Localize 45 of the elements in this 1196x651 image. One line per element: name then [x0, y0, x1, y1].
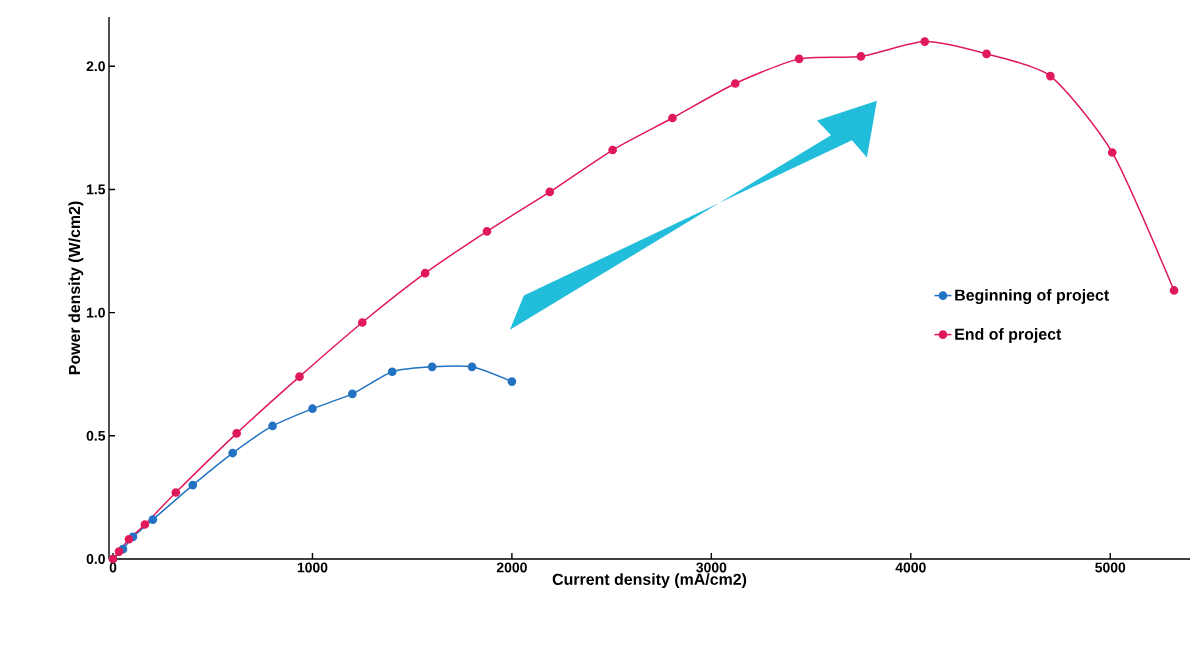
point	[357, 318, 367, 327]
point	[730, 79, 740, 88]
legend-label: End of project	[955, 328, 1062, 343]
point	[482, 226, 492, 236]
point	[124, 534, 134, 544]
y-tick-label: 1.0	[86, 307, 105, 318]
point	[228, 448, 237, 458]
point	[188, 480, 198, 490]
point	[608, 145, 617, 155]
y-tick-label: 1.5	[86, 184, 106, 195]
x-tick-label: 3000	[696, 562, 727, 573]
point	[140, 520, 150, 529]
y-tick-label: 2.0	[86, 61, 105, 72]
x-tick-label: 2000	[496, 562, 527, 573]
point	[387, 367, 397, 377]
y-axis-title: Power density (W/cm2)	[68, 201, 84, 375]
point	[668, 113, 677, 123]
point	[794, 54, 804, 64]
point	[507, 377, 517, 386]
x-tick-label: 0	[109, 562, 117, 573]
point	[856, 52, 866, 61]
point	[348, 389, 357, 399]
point	[295, 372, 304, 382]
point	[420, 268, 430, 278]
legend-label: Beginning of project	[955, 289, 1109, 304]
x-tick-label: 4000	[895, 562, 926, 573]
point	[268, 421, 277, 431]
y-tick-label: 0.5	[86, 430, 106, 441]
point	[308, 404, 317, 414]
point	[545, 187, 555, 197]
point	[427, 362, 437, 372]
x-axis-title: Current density (mA/cm2)	[552, 573, 747, 589]
point	[1169, 286, 1179, 295]
point	[148, 515, 158, 524]
x-tick-label: 5000	[1095, 562, 1126, 573]
point	[114, 547, 124, 556]
point	[232, 429, 241, 438]
point	[920, 37, 930, 46]
x-tick-label: 1000	[297, 562, 328, 573]
point	[467, 362, 477, 372]
point	[171, 488, 181, 497]
point	[1046, 71, 1055, 81]
point	[1107, 148, 1117, 157]
y-tick-label: 0.0	[86, 554, 105, 564]
point	[982, 49, 991, 59]
